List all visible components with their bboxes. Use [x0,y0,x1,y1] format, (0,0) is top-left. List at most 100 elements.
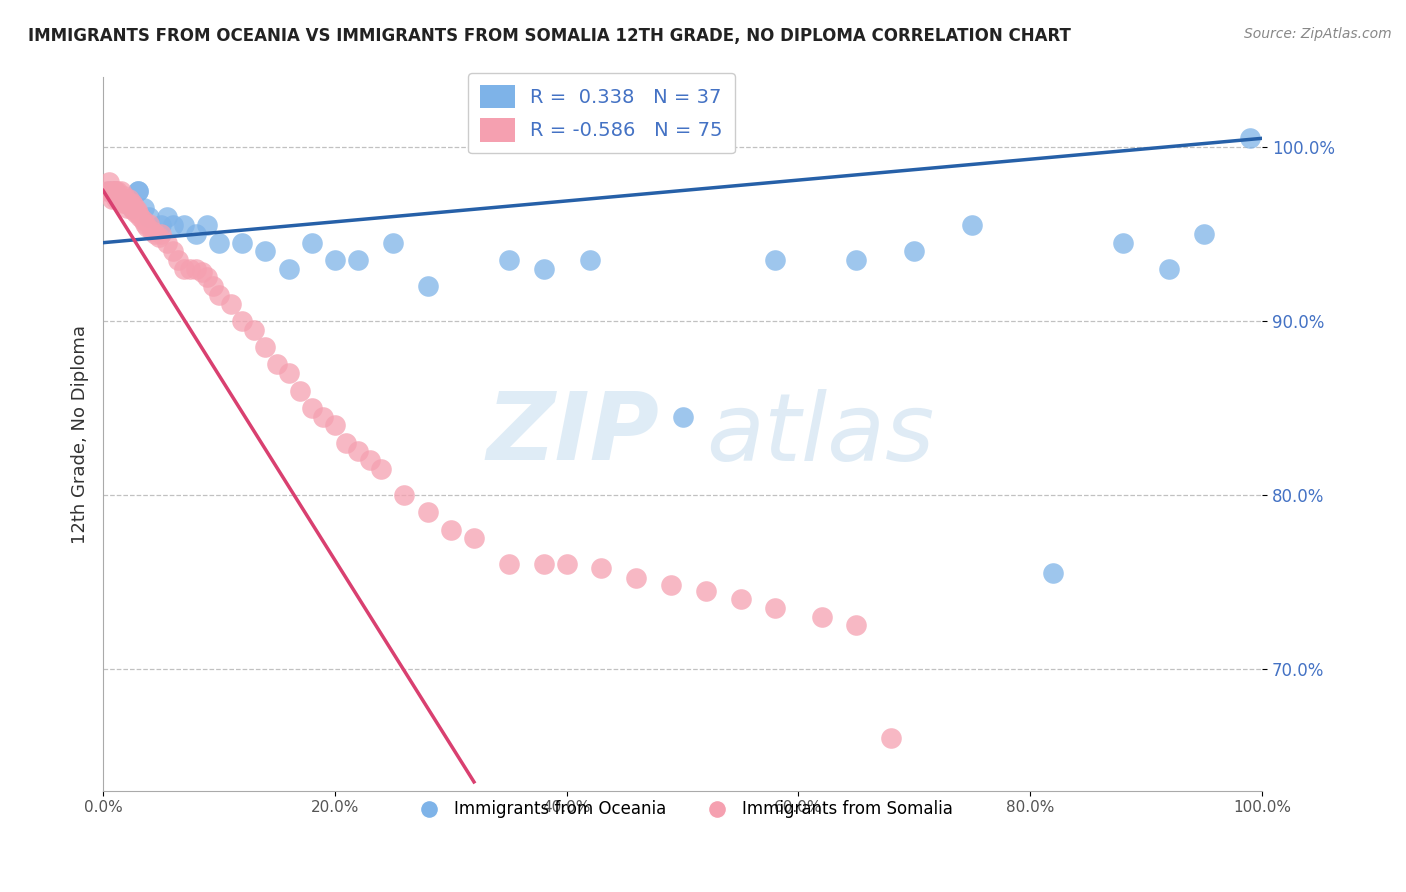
Point [131,213,153,227]
Point [184,227,207,241]
Point [111,195,134,210]
Point [115,192,138,206]
Point [810,609,832,624]
Point [498,558,520,572]
Point [323,418,346,433]
Point [845,253,868,268]
Point [579,253,602,268]
Point [266,358,288,372]
Text: ZIP: ZIP [486,388,659,480]
Point [208,235,231,250]
Point [208,288,231,302]
Point [312,409,335,424]
Point [143,227,166,241]
Point [301,235,323,250]
Point [141,223,163,237]
Point [359,453,381,467]
Point [110,184,132,198]
Point [110,192,132,206]
Point [440,523,463,537]
Point [162,244,184,259]
Point [394,488,416,502]
Point [202,279,225,293]
Point [138,217,160,231]
Point [197,270,219,285]
Point [463,532,485,546]
Text: atlas: atlas [706,389,934,480]
Point [277,366,299,380]
Point [962,219,984,233]
Point [231,235,253,250]
Point [903,244,925,259]
Point [162,219,184,233]
Point [148,230,170,244]
Point [127,206,149,220]
Point [347,444,370,458]
Point [1239,131,1261,145]
Point [370,462,392,476]
Point [845,618,868,632]
Point [96,184,118,198]
Point [1112,235,1135,250]
Point [880,731,903,746]
Point [254,340,277,354]
Point [125,202,148,217]
Point [117,201,139,215]
Point [347,253,370,268]
Point [416,279,439,293]
Point [533,261,555,276]
Point [173,261,195,276]
Point [115,192,138,206]
Point [381,235,404,250]
Point [121,201,143,215]
Point [763,253,786,268]
Point [104,192,127,206]
Point [134,217,156,231]
Point [498,253,520,268]
Point [111,192,134,206]
Point [190,265,212,279]
Point [184,261,207,276]
Point [103,184,125,198]
Point [124,199,146,213]
Point [179,261,201,276]
Point [254,244,277,259]
Point [156,210,179,224]
Point [127,184,149,198]
Point [121,195,143,210]
Point [416,505,439,519]
Point [117,192,139,206]
Point [132,201,155,215]
Point [231,314,253,328]
Point [108,192,131,206]
Point [100,184,122,198]
Point [127,184,149,198]
Point [173,219,195,233]
Point [277,261,299,276]
Point [150,219,173,233]
Point [97,175,120,189]
Point [107,192,129,206]
Point [101,192,124,206]
Y-axis label: 12th Grade, No Diploma: 12th Grade, No Diploma [72,325,89,543]
Point [138,210,160,224]
Point [122,202,145,217]
Point [335,435,357,450]
Point [323,253,346,268]
Point [197,219,219,233]
Point [1192,227,1215,241]
Text: IMMIGRANTS FROM OCEANIA VS IMMIGRANTS FROM SOMALIA 12TH GRADE, NO DIPLOMA CORREL: IMMIGRANTS FROM OCEANIA VS IMMIGRANTS FR… [28,27,1071,45]
Legend: Immigrants from Oceania, Immigrants from Somalia: Immigrants from Oceania, Immigrants from… [406,794,959,825]
Point [730,592,752,607]
Point [97,184,120,198]
Point [591,561,613,575]
Point [626,571,648,585]
Point [120,199,142,213]
Point [695,583,717,598]
Point [104,184,127,198]
Point [671,409,693,424]
Text: Source: ZipAtlas.com: Source: ZipAtlas.com [1244,27,1392,41]
Point [288,384,311,398]
Point [112,188,135,202]
Point [136,220,159,235]
